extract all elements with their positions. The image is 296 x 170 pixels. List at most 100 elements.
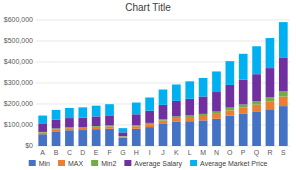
y-tick-label: $200,000 [4, 100, 33, 107]
bar [172, 118, 181, 122]
bar [279, 22, 288, 57]
bar [225, 110, 234, 115]
x-tick-label: B [54, 149, 59, 156]
bar [52, 120, 61, 129]
x-tick-label: C [67, 149, 72, 156]
bar [92, 129, 101, 146]
bar [199, 78, 208, 96]
y-tick-label: $300,000 [4, 79, 33, 86]
bar [38, 133, 47, 135]
x-tick-label: G [120, 149, 125, 156]
x-tick-label: S [281, 149, 286, 156]
x-tick-label: D [80, 149, 85, 156]
bar [38, 124, 47, 132]
x-tick-label: N [214, 149, 219, 156]
bar [185, 121, 194, 146]
bar [92, 116, 101, 126]
bar [239, 80, 248, 105]
bar [212, 112, 221, 114]
bar [252, 74, 261, 101]
bar [239, 108, 248, 114]
legend-label: Min [39, 160, 50, 167]
bar [172, 122, 181, 146]
bar [172, 116, 181, 118]
bar [159, 124, 168, 146]
bar [65, 118, 74, 127]
bars [38, 22, 287, 146]
bar [212, 92, 221, 112]
bar [225, 85, 234, 108]
legend-item: Average Market Price [190, 160, 267, 168]
bar [266, 97, 275, 101]
y-tick-label: $100,000 [4, 121, 33, 128]
bar [212, 71, 221, 92]
legend-label: Average Market Price [200, 160, 267, 168]
bar [159, 119, 168, 120]
bar [225, 116, 234, 146]
bar [119, 138, 128, 146]
bar [252, 105, 261, 112]
grid [36, 20, 290, 146]
bar [159, 121, 168, 124]
bar [279, 57, 288, 91]
bar [92, 127, 101, 129]
bar [119, 128, 128, 132]
bar [239, 113, 248, 146]
x-tick-label: O [227, 149, 233, 156]
legend-item: Min2 [91, 160, 116, 167]
legend-swatch [29, 160, 36, 166]
bar [159, 105, 168, 119]
bar [239, 104, 248, 107]
x-tick-label: P [241, 149, 246, 156]
bar [145, 97, 154, 110]
x-tick-label: E [94, 149, 99, 156]
bar [52, 129, 61, 131]
x-tick-label: M [200, 149, 206, 156]
y-tick-label: $500,000 [4, 37, 33, 44]
bar [105, 104, 114, 115]
bar [105, 129, 114, 146]
bar [279, 91, 288, 96]
bar [65, 128, 74, 130]
bar [279, 106, 288, 146]
bar [145, 123, 154, 124]
bar [199, 116, 208, 120]
x-tick-label: J [161, 149, 165, 156]
bar [119, 132, 128, 136]
bar [78, 118, 87, 127]
bar [225, 61, 234, 85]
bar [199, 114, 208, 116]
bar [252, 101, 261, 105]
bar [132, 114, 141, 125]
legend: Min MAX Min2 Average Salary Average Market P… [29, 160, 268, 168]
x-tick-label: Q [254, 149, 260, 157]
bar [38, 116, 47, 124]
y-tick-label: $600,000 [4, 16, 33, 23]
y-tick-label: $0 [25, 142, 33, 149]
bar [38, 134, 47, 146]
bar [225, 108, 234, 111]
x-tick-label: L [188, 149, 192, 156]
bar [78, 130, 87, 146]
legend-item: MAX [58, 160, 84, 167]
x-tick-label: R [267, 149, 272, 156]
legend-label: Min2 [101, 160, 116, 167]
bar [212, 119, 221, 146]
bar [172, 101, 181, 117]
legend-label: MAX [68, 160, 84, 167]
legend-swatch [58, 160, 65, 166]
legend-swatch [190, 160, 197, 166]
x-tick-label: H [134, 149, 139, 156]
bar [52, 131, 61, 146]
bar [212, 114, 221, 119]
grid-line [36, 83, 290, 84]
bar [78, 128, 87, 130]
x-tick-label: K [174, 149, 179, 156]
x-tick-label: I [149, 149, 151, 156]
bar [52, 110, 61, 120]
bar [145, 124, 154, 127]
bar [159, 90, 168, 105]
bar [185, 115, 194, 117]
legend-item: Average Salary [124, 160, 182, 168]
bar [65, 130, 74, 146]
